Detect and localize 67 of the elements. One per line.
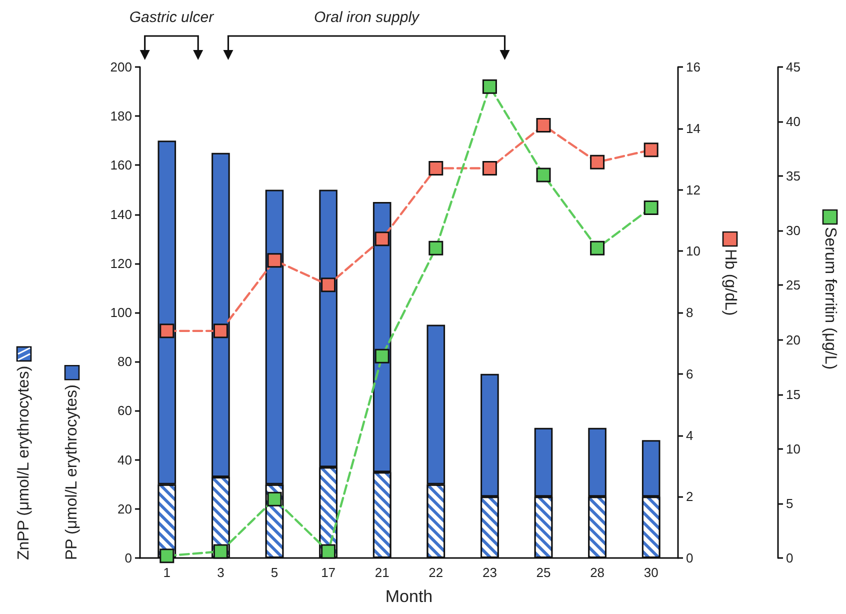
- y-tick-label: 80: [118, 354, 132, 370]
- y-tick-label: 200: [110, 60, 132, 74]
- y2-tick-label: 8: [686, 305, 694, 320]
- point: [374, 348, 390, 364]
- x-axis-title: Month: [385, 587, 433, 606]
- x-tick-label: 21: [374, 565, 390, 580]
- y2-tick-label: 12: [686, 182, 700, 198]
- x-tick-label: 23: [482, 565, 497, 580]
- x-tick-label: 5: [270, 565, 278, 580]
- legend-label: Serum ferritin (μg/L): [822, 227, 838, 370]
- y3-tick-label: 40: [786, 114, 800, 130]
- x-tick-label: 1: [163, 565, 171, 580]
- point: [267, 492, 282, 506]
- y-tick-label: 20: [118, 501, 132, 516]
- y3-tick-label: 20: [786, 332, 800, 348]
- x-tick-label: 25: [536, 565, 551, 580]
- y-tick-label: 160: [110, 158, 132, 173]
- point: [267, 253, 282, 268]
- x-tick-label: 28: [590, 565, 605, 580]
- y3-tick-label: 5: [786, 496, 794, 511]
- y3-tick-label: 45: [786, 60, 800, 74]
- y-tick-label: 180: [110, 108, 132, 124]
- y-tick-label: 40: [118, 452, 132, 468]
- y3-tick-label: 0: [786, 550, 794, 566]
- point: [321, 278, 336, 292]
- point: [428, 161, 444, 176]
- legend-label: PP (μmol/L erythrocytes): [64, 384, 80, 560]
- x-tick-label: 3: [217, 565, 224, 580]
- point: [374, 232, 390, 246]
- y-tick-label: 120: [110, 256, 132, 271]
- point: [644, 200, 658, 216]
- legend-label: Hb (g/dL): [722, 249, 738, 316]
- point: [590, 154, 605, 170]
- y3-tick-label: 30: [786, 223, 800, 238]
- y-tick-label: 140: [110, 206, 132, 222]
- point: [482, 79, 497, 94]
- y2-tick-label: 10: [686, 244, 700, 259]
- y2-tick-label: 0: [686, 550, 694, 566]
- point: [213, 544, 228, 559]
- y-tick-label: 100: [110, 305, 132, 320]
- y3-tick-label: 10: [786, 441, 800, 456]
- y3-tick-label: 25: [786, 278, 800, 293]
- point: [160, 548, 174, 564]
- y2-tick-label: 16: [686, 60, 700, 74]
- point: [536, 118, 551, 133]
- y-tick-label: 0: [124, 550, 132, 566]
- point: [536, 168, 551, 182]
- text: Oral iron supply: [314, 9, 421, 26]
- y-tick-label: 60: [118, 403, 132, 418]
- y2-tick-label: 2: [686, 489, 694, 504]
- point: [428, 240, 444, 256]
- point: [482, 161, 497, 176]
- y3-tick-label: 15: [786, 386, 800, 402]
- x-tick-label: 22: [428, 565, 444, 580]
- y2-tick-label: 4: [686, 428, 694, 443]
- text: Gastric ulcer: [129, 9, 215, 26]
- point: [644, 142, 658, 158]
- point: [213, 324, 228, 338]
- y3-tick-label: 35: [786, 168, 800, 184]
- point: [160, 324, 174, 338]
- point: [321, 544, 336, 559]
- y2-tick-label: 14: [686, 120, 700, 136]
- y2-tick-label: 6: [686, 366, 694, 382]
- point: [590, 240, 605, 256]
- x-tick-label: 17: [321, 565, 336, 580]
- x-tick-label: 30: [644, 565, 658, 580]
- legend-label: ZnPP (μmol/L erythrocytes): [16, 366, 32, 560]
